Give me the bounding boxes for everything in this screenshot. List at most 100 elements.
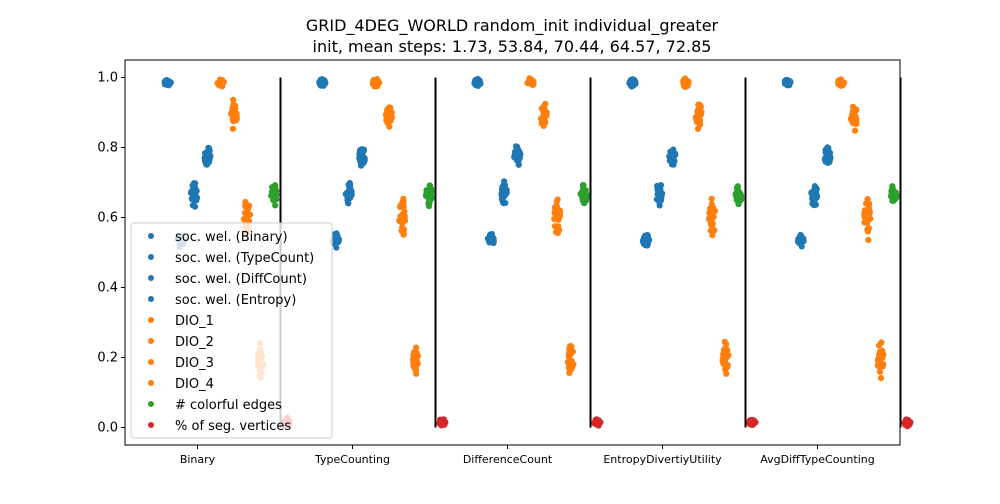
data-point [375, 80, 381, 86]
y-tick-label: 0.0 [97, 421, 118, 436]
data-point [272, 190, 278, 196]
data-point [401, 204, 407, 210]
legend-label: DIO_4 [175, 377, 214, 392]
data-point [877, 369, 883, 375]
data-point [190, 202, 196, 208]
data-point [385, 106, 391, 112]
data-point [230, 126, 236, 132]
data-point [346, 192, 352, 198]
data-point [591, 420, 597, 426]
data-point [693, 116, 699, 122]
legend-label: soc. wel. (Entropy) [175, 293, 296, 308]
data-point [413, 364, 419, 370]
data-point [597, 419, 603, 425]
x-tick-label: Binary [180, 453, 216, 466]
chart-title-line-1: GRID_4DEG_WORLD random_init individual_g… [306, 16, 719, 36]
legend-marker [148, 254, 154, 260]
data-point [428, 189, 434, 195]
legend-marker [148, 296, 154, 302]
legend-label: soc. wel. (Binary) [175, 230, 288, 245]
legend-marker [148, 380, 154, 386]
data-point [656, 187, 662, 193]
data-point [746, 418, 752, 424]
data-point [501, 178, 507, 184]
data-point [552, 207, 558, 213]
data-point [230, 103, 236, 109]
data-point [696, 101, 702, 107]
data-point [513, 143, 519, 149]
data-point [399, 228, 405, 234]
data-point [581, 200, 587, 206]
data-point [810, 197, 816, 203]
data-point [542, 101, 548, 107]
legend-marker [148, 359, 154, 365]
data-point [865, 226, 871, 232]
data-point [641, 236, 647, 242]
data-point [319, 76, 325, 82]
chart-legend: soc. wel. (Binary) soc. wel. (TypeCount) s… [131, 223, 332, 438]
data-point [410, 357, 416, 363]
data-point [512, 151, 518, 157]
legend-label: # colorful edges [175, 398, 282, 413]
legend-marker [148, 338, 154, 344]
data-point [216, 81, 222, 87]
data-point [669, 161, 675, 167]
data-point [721, 346, 727, 352]
y-tick-label: 1.0 [97, 71, 118, 86]
data-point [566, 354, 572, 360]
legend-marker [148, 317, 154, 323]
data-point [570, 349, 576, 355]
data-point [738, 193, 744, 199]
legend-label: DIO_1 [175, 314, 214, 329]
data-point [554, 196, 560, 202]
data-point [725, 352, 731, 358]
data-point [516, 162, 522, 168]
legend-marker [148, 401, 154, 407]
data-point [347, 180, 353, 186]
data-point [241, 216, 247, 222]
data-point [487, 233, 493, 239]
data-point [242, 202, 248, 208]
data-point [709, 196, 715, 202]
data-point [357, 149, 363, 155]
data-point [541, 123, 547, 129]
data-point [863, 200, 869, 206]
data-point [530, 78, 536, 84]
data-point [400, 212, 406, 218]
data-point [735, 184, 741, 190]
data-point [681, 83, 687, 89]
data-point [863, 210, 869, 216]
data-point [387, 118, 393, 124]
data-point [865, 237, 871, 243]
data-point [889, 184, 895, 190]
data-point [824, 144, 830, 150]
legend-label: % of seg. vertices [175, 419, 291, 434]
data-point [878, 375, 884, 381]
data-point [400, 196, 406, 202]
chart-title-line-2: init, mean steps: 1.73, 53.84, 70.44, 64… [313, 37, 712, 56]
data-point [811, 202, 817, 208]
data-point [206, 159, 212, 165]
data-point [725, 364, 731, 370]
data-point [190, 182, 196, 188]
data-point [412, 350, 418, 356]
x-tick-label: DifferenceCount [463, 453, 553, 466]
data-point [332, 233, 338, 239]
data-point [841, 80, 847, 86]
data-point [809, 189, 815, 195]
data-point [579, 189, 585, 195]
data-point [192, 193, 198, 199]
data-point [695, 110, 701, 116]
y-tick-label: 0.2 [97, 351, 118, 366]
data-point [426, 203, 432, 209]
y-tick-label: 0.8 [97, 141, 118, 156]
legend-marker [148, 422, 154, 428]
data-point [206, 146, 212, 152]
data-point [221, 79, 227, 85]
data-point [852, 128, 858, 134]
data-point [782, 79, 788, 85]
data-point [800, 236, 806, 242]
y-tick-label: 0.4 [97, 281, 118, 296]
data-point [501, 189, 507, 195]
